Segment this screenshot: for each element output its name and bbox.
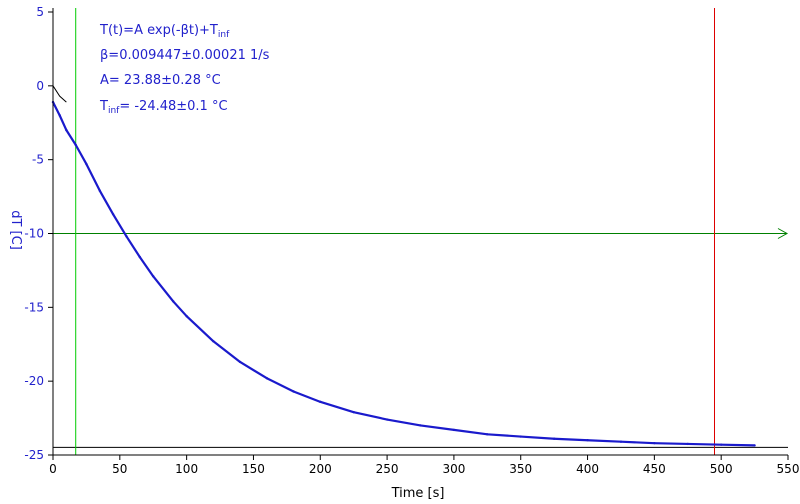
y-tick-label: 0	[36, 79, 44, 93]
y-axis-title: dT [C]	[8, 210, 23, 250]
y-tick-label: -15	[24, 300, 44, 314]
fit-beta-label: β=0.009447±0.00021 1/s	[100, 48, 270, 63]
data-point	[138, 255, 142, 259]
model-start-line	[52, 85, 67, 103]
data-point	[352, 410, 355, 414]
fit-amplitude-label: A= 23.88±0.28 °C	[100, 73, 221, 88]
data-point	[98, 189, 101, 192]
x-tick-label: 450	[643, 462, 666, 476]
data-point	[292, 390, 295, 393]
temperature-series-line	[52, 101, 755, 447]
axes: 0 50 100 150 200 250 300 350 400 450 500 55050-5-10…	[24, 5, 799, 476]
data-point	[419, 424, 422, 427]
x-tick-label: 500	[710, 462, 733, 476]
data-point	[753, 444, 756, 447]
y-tick-label: -20	[24, 374, 44, 388]
data-point	[586, 439, 589, 442]
x-tick-label: 350	[509, 462, 532, 476]
x-axis-title: Time [s]	[391, 486, 445, 501]
green-arrow-head	[777, 228, 789, 239]
x-tick-label: 300	[442, 462, 465, 476]
fit-formula-label: T(t)=A exp(-βt)+Tinf	[99, 23, 230, 40]
x-tick-label: 200	[309, 462, 332, 476]
data-point	[552, 437, 556, 440]
x-tick-label: 250	[376, 462, 399, 476]
x-tick-label: 100	[175, 462, 198, 476]
data-point	[452, 428, 456, 432]
x-tick-label: 550	[777, 462, 800, 476]
data-point	[619, 440, 623, 443]
data-point	[653, 441, 656, 445]
data-point	[152, 275, 155, 278]
data-point	[486, 433, 489, 436]
data-point	[125, 235, 128, 238]
fit-annotations: T(t)=A exp(-βt)+Tinf β=0.009447±0.00021 …	[99, 23, 270, 116]
data-point	[686, 442, 689, 446]
data-point	[111, 213, 115, 216]
y-tick-label: -5	[32, 153, 44, 167]
data-point	[74, 143, 77, 147]
data-point	[265, 377, 269, 380]
data-point	[172, 300, 175, 303]
x-tick-label: 50	[112, 462, 127, 476]
data-point	[58, 114, 61, 117]
data-point	[185, 314, 188, 318]
y-tick-label: -25	[24, 448, 44, 462]
x-tick-label: 400	[576, 462, 599, 476]
fit-tinf-label: Tinf= -24.48±0.1 °C	[99, 99, 228, 116]
data-layer	[51, 85, 756, 447]
data-point	[238, 360, 242, 364]
x-tick-label: 0	[49, 462, 57, 476]
data-point	[319, 400, 322, 404]
data-point	[85, 162, 88, 166]
x-tick-label: 150	[242, 462, 265, 476]
data-point	[519, 435, 522, 438]
data-point	[212, 340, 215, 343]
y-tick-label: -10	[24, 227, 44, 241]
data-point	[65, 128, 68, 132]
reference-lines	[53, 8, 789, 455]
data-point	[385, 418, 389, 421]
data-point	[719, 443, 723, 446]
y-tick-label: 5	[36, 5, 44, 19]
